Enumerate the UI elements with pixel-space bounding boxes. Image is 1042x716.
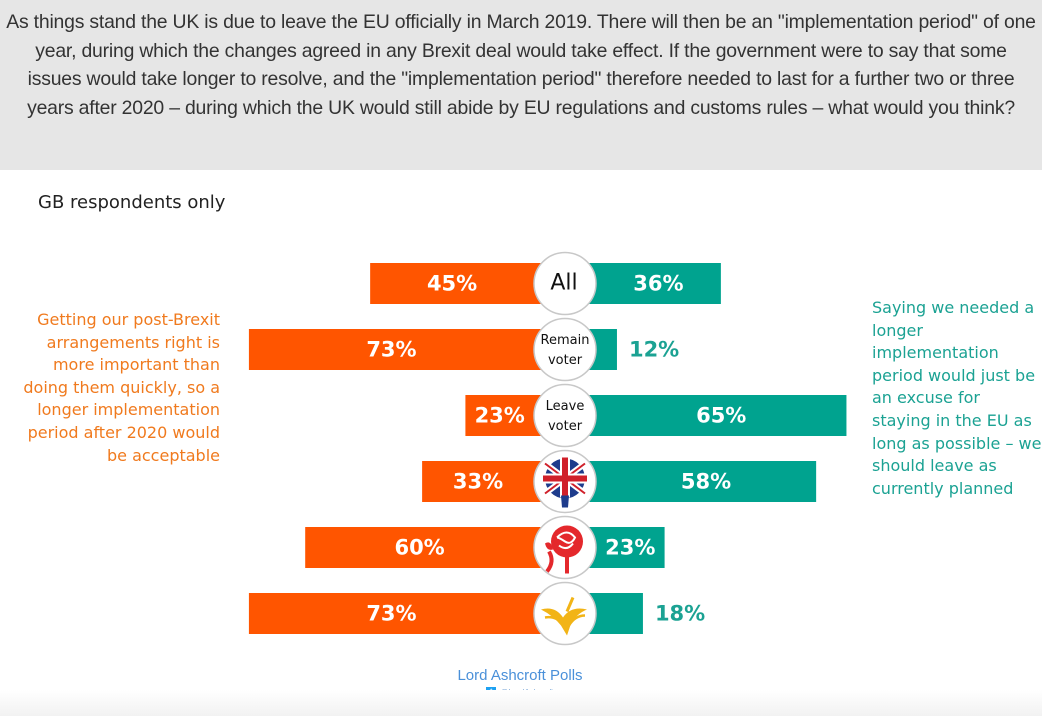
value-label-left: 45% <box>427 272 477 296</box>
chart-subtitle: GB respondents only <box>38 192 226 213</box>
value-label-left: 23% <box>475 404 525 428</box>
value-label-left: 73% <box>366 338 416 362</box>
category-label: voter <box>548 419 583 434</box>
category-label: Leave <box>546 399 585 414</box>
value-label-left: 60% <box>394 536 444 560</box>
category-badge <box>533 581 597 646</box>
value-label-right: 36% <box>633 272 683 296</box>
category-label: Remain <box>541 333 590 348</box>
value-label-right: 65% <box>696 404 746 428</box>
red-rose-icon <box>545 525 583 574</box>
legend-right-statement: Saying we needed a longer implementation… <box>872 298 1042 498</box>
bar-left <box>248 593 565 634</box>
question-text: As things stand the UK is due to leave t… <box>6 11 1036 119</box>
bar-left <box>305 527 565 568</box>
category-badge <box>533 251 597 316</box>
category-badge <box>533 383 597 448</box>
value-label-left: 33% <box>453 470 503 494</box>
union-flag-tree-icon <box>543 457 587 508</box>
value-label-right: 18% <box>655 602 705 626</box>
category-label: voter <box>548 353 583 368</box>
bar-right <box>565 461 817 502</box>
legend-left-statement: Getting our post-Brexit arrangements rig… <box>23 310 220 465</box>
category-badge <box>533 317 597 382</box>
bar-left <box>370 263 565 304</box>
value-label-right: 23% <box>605 536 655 560</box>
bar-right <box>565 395 847 436</box>
question-banner: As things stand the UK is due to leave t… <box>0 0 1042 170</box>
value-label-left: 73% <box>366 602 416 626</box>
value-label-right: 58% <box>681 470 731 494</box>
bird-of-liberty-icon <box>541 596 587 636</box>
bar-left <box>248 329 565 370</box>
bottom-fade <box>0 690 1042 716</box>
brand-name: Lord Ashcroft Polls <box>457 667 583 684</box>
value-label-right: 12% <box>629 338 679 362</box>
category-label: All <box>550 271 577 296</box>
